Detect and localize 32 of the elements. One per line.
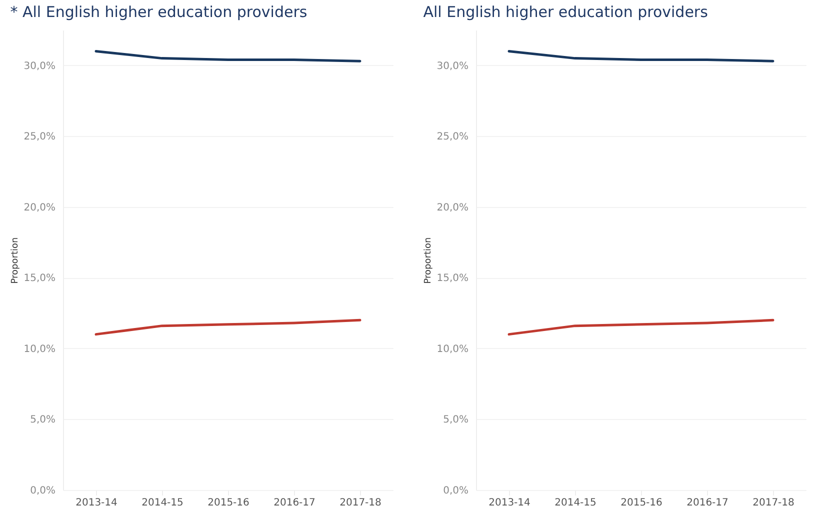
y-tick-label: 20,0% <box>24 202 56 214</box>
x-tick-label: 2013-14 <box>488 498 530 508</box>
y-axis-title: Proportion <box>10 237 21 284</box>
y-tick-label: 15,0% <box>24 273 56 284</box>
line-series <box>94 50 362 62</box>
line-series <box>508 50 774 62</box>
x-tick-label: 2015-16 <box>208 498 250 508</box>
y-tick-label: 30,0% <box>24 60 56 72</box>
x-tick-label: 2013-14 <box>76 498 118 508</box>
y-tick-label: 0,0% <box>443 486 468 496</box>
x-tick-label: 2016-17 <box>686 498 728 508</box>
x-tick-label: 2017-18 <box>340 498 382 508</box>
x-tick-label: 2017-18 <box>752 498 794 508</box>
line-series <box>94 318 362 336</box>
y-tick-label: 0,0% <box>30 486 56 496</box>
y-tick-label: 25,0% <box>24 132 56 143</box>
y-tick-label: 15,0% <box>436 273 468 284</box>
y-tick-label: 5,0% <box>443 414 468 426</box>
y-tick-label: 5,0% <box>30 414 56 426</box>
x-tick-label: 2014-15 <box>142 498 184 508</box>
line-series <box>508 318 774 336</box>
x-tick-label: 2016-17 <box>274 498 316 508</box>
y-tick-label: 20,0% <box>436 202 468 214</box>
y-tick-label: 30,0% <box>436 60 468 72</box>
y-tick-label: 25,0% <box>436 132 468 143</box>
x-tick-label: 2015-16 <box>620 498 662 508</box>
y-axis-title: Proportion <box>424 237 434 284</box>
y-tick-label: 10,0% <box>24 344 56 355</box>
y-tick-label: 10,0% <box>436 344 468 355</box>
chart-title: All English higher education providers <box>423 3 708 21</box>
chart-title: * All English higher education providers <box>10 3 308 21</box>
x-tick-label: 2014-15 <box>554 498 596 508</box>
